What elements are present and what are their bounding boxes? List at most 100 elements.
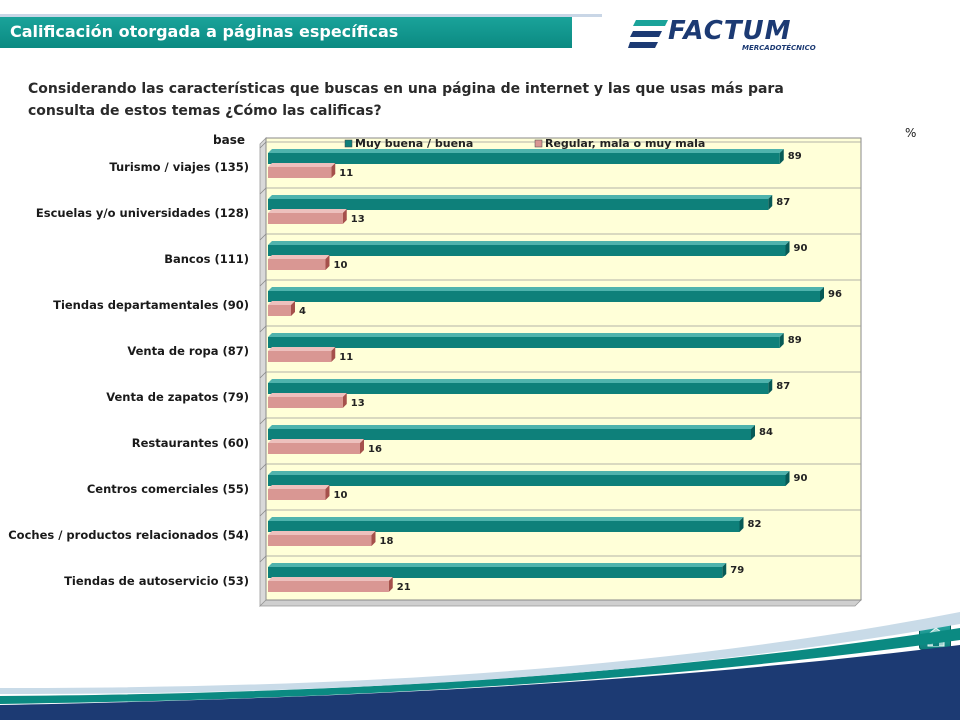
bar-good-10-top [268,563,727,567]
bar-good-7 [268,429,751,440]
bar-bad-8 [268,489,326,500]
bar-good-8-side [785,471,790,486]
bar-good-5 [268,337,780,348]
category-separator-edge [259,417,267,425]
logo-subtext: MERCADOTÉCNICO [742,44,816,52]
bar-bad-10 [268,581,389,592]
legend-swatch-1 [344,139,353,148]
survey-question: Considerando las características que bus… [28,81,784,119]
bar-bad-5-side [331,347,336,362]
bar-bad-4-top [268,301,295,305]
bar-bad-6-side [342,393,347,408]
value-label-good-2: 87 [776,197,790,208]
value-label-good-6: 87 [776,381,790,392]
bar-good-6-top [268,379,773,383]
bar-bad-9-top [268,531,376,535]
base-column-header: base [213,133,245,147]
bar-bad-3-side [325,255,330,270]
bar-bad-8-side [325,485,330,500]
bar-good-10 [268,567,723,578]
value-label-bad-2: 13 [351,214,365,225]
bar-bad-7 [268,443,360,454]
category-separator-edge [259,279,267,287]
bar-good-6-side [768,379,773,394]
value-label-good-3: 90 [794,243,808,254]
bar-bad-5 [268,351,332,362]
category-separator-edge [259,187,267,195]
bar-good-3 [268,245,786,256]
value-label-good-10: 79 [730,565,744,576]
value-label-good-4: 96 [828,289,842,300]
bar-good-2-top [268,195,773,199]
bar-good-9 [268,521,740,532]
bar-bad-4-side [291,301,295,316]
value-label-bad-1: 11 [339,168,353,179]
bar-good-2 [268,199,769,210]
bar-good-7-side [751,425,755,440]
value-label-good-7: 84 [759,427,773,438]
bar-bad-7-side [360,439,364,454]
value-label-bad-9: 18 [380,536,394,547]
category-label-10: Tiendas de autoservicio (53) [64,574,249,588]
bar-bad-3 [268,259,326,270]
legend-swatch-2 [534,139,543,148]
bar-good-1-top [268,149,784,153]
bar-good-1 [268,153,780,164]
bar-bad-1-side [331,163,336,178]
bar-good-9-top [268,517,744,521]
bar-good-3-side [785,241,790,256]
bar-bad-1 [268,167,332,178]
factum-logo: FACTUM MERCADOTÉCNICO [628,16,828,56]
category-label-2: Escuelas y/o universidades (128) [36,206,249,220]
bar-bad-10-side [388,577,393,592]
bar-bad-5-top [268,347,336,351]
bar-good-4-side [820,287,824,302]
value-label-bad-6: 13 [351,398,365,409]
category-separator-edge [259,233,267,241]
logo-wordmark: FACTUM [668,16,792,46]
category-label-6: Venta de zapatos (79) [106,390,249,404]
category-separator-edge [259,509,267,517]
value-label-bad-4: 4 [299,306,306,317]
bar-bad-2 [268,213,343,224]
title-rule [572,14,602,17]
bar-good-8 [268,475,786,486]
bar-bad-8-top [268,485,330,489]
category-separator-edge [259,141,267,149]
value-label-bad-8: 10 [334,490,348,501]
category-label-5: Venta de ropa (87) [127,344,249,358]
bar-good-4 [268,291,820,302]
legend-label-1: Muy buena / buena [355,137,473,150]
category-label-7: Restaurantes (60) [132,436,249,450]
bar-bad-9 [268,535,372,546]
bar-good-5-side [779,333,784,348]
bar-good-6 [268,383,769,394]
value-label-good-9: 82 [748,519,762,530]
bar-bad-7-top [268,439,364,443]
bar-bad-2-side [342,209,347,224]
category-separator-edge [259,325,267,333]
value-label-bad-5: 11 [339,352,353,363]
value-label-good-5: 89 [788,335,802,346]
value-label-bad-3: 10 [334,260,348,271]
category-label-9: Coches / productos relacionados (54) [8,528,249,542]
category-separator-edge [259,555,267,563]
slide-title: Calificación otorgada a páginas específi… [10,22,399,41]
bar-good-4-top [268,287,824,291]
bar-bad-4 [268,305,291,316]
bar-good-8-top [268,471,790,475]
category-label-4: Tiendas departamentales (90) [53,298,249,312]
bar-good-9-side [739,517,744,532]
bar-good-10-side [722,563,727,578]
bar-bad-6 [268,397,343,408]
bar-good-1-side [779,149,784,164]
percent-unit-label: % [905,126,917,140]
bar-good-2-side [768,195,773,210]
category-separator-edge [259,371,267,379]
bar-bad-3-top [268,255,330,259]
value-label-good-1: 89 [788,151,802,162]
bar-bad-2-top [268,209,347,213]
bar-good-3-top [268,241,790,245]
